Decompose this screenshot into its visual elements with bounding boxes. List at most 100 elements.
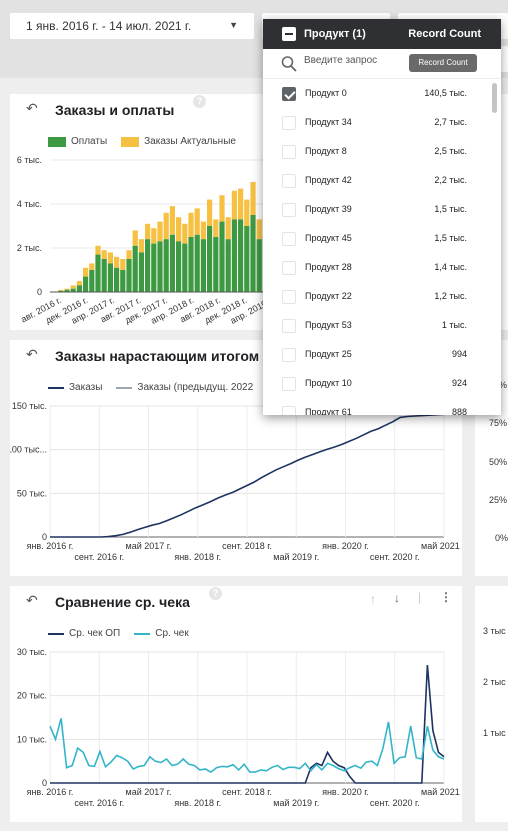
list-item[interactable]: Продукт 28 1,4 тыс.: [263, 253, 501, 282]
chart-legend: Оплаты Заказы Актуальные: [48, 136, 236, 147]
axis-tick: 0%: [495, 533, 508, 543]
x-tick-label: янв. 2018 г.: [174, 552, 221, 562]
date-range-text: 1 янв. 2016 г. - 14 июл. 2021 г.: [26, 19, 192, 33]
x-tick-label: янв. 2020 г.: [322, 541, 369, 551]
bar-payments: [250, 215, 256, 292]
list-item[interactable]: Продукт 61 888: [263, 398, 501, 415]
item-checkbox[interactable]: [282, 232, 296, 246]
dropdown-header: Продукт (1) Record Count: [263, 19, 501, 49]
bar-orders: [163, 212, 169, 240]
sort-descending-icon[interactable]: ↓: [394, 591, 400, 605]
help-icon[interactable]: ?: [209, 587, 222, 600]
divider: |: [418, 590, 422, 604]
series-line: [49, 718, 445, 774]
sort-ascending-icon[interactable]: ↑: [370, 592, 376, 606]
y-tick-label: 100 тыс...: [10, 445, 47, 455]
x-tick-label: сент. 2018 г.: [222, 541, 272, 551]
list-item[interactable]: Продукт 34 2,7 тыс.: [263, 108, 501, 137]
item-name: Продукт 0: [305, 88, 347, 98]
list-item[interactable]: Продукт 42 2,2 тыс.: [263, 166, 501, 195]
item-checkbox[interactable]: [282, 145, 296, 159]
bar-payments: [238, 219, 244, 292]
item-name: Продукт 22: [305, 291, 352, 301]
item-count: 2,2 тыс.: [434, 175, 467, 185]
item-checkbox[interactable]: [282, 203, 296, 217]
item-checkbox[interactable]: [282, 348, 296, 362]
axis-tick: 50%: [489, 457, 508, 467]
bar-payments: [120, 270, 126, 292]
select-all-checkbox[interactable]: [282, 27, 296, 41]
list-item[interactable]: Продукт 0 140,5 тыс.: [263, 79, 501, 108]
bar-payments: [107, 263, 113, 292]
bar-payments: [58, 290, 64, 292]
bar-orders: [219, 195, 225, 222]
list-item[interactable]: Продукт 8 2,5 тыс.: [263, 137, 501, 166]
orders-bar-chart: 02 тыс.4 тыс.6 тыс.авг. 2016 г.дек. 2016…: [17, 155, 462, 326]
bar-orders: [70, 285, 76, 289]
x-tick-label: май 2021 г.: [421, 541, 462, 551]
bar-payments: [157, 241, 163, 292]
item-checkbox[interactable]: [282, 406, 296, 415]
bar-orders: [64, 288, 70, 290]
bar-orders: [126, 250, 132, 259]
list-item[interactable]: Продукт 10 924: [263, 369, 501, 398]
reset-icon[interactable]: ↶: [26, 592, 38, 608]
chart-legend: Ср. чек ОП Ср. чек: [48, 628, 189, 639]
bar-orders: [58, 289, 64, 291]
axis-tick: 3 тыс: [483, 626, 506, 636]
bar-payments: [126, 259, 132, 292]
reset-icon[interactable]: ↶: [26, 346, 38, 362]
avg-check-line-chart: 010 тыс.20 тыс.30 тыс.янв. 2016 г.сент. …: [17, 647, 462, 808]
y-tick-label: 4 тыс.: [17, 199, 42, 209]
item-count: 2,5 тыс.: [434, 146, 467, 156]
bar-payments: [83, 276, 89, 292]
product-list: Продукт 0 140,5 тыс. Продукт 34 2,7 тыс. Про…: [263, 79, 501, 415]
scrollbar[interactable]: [492, 83, 497, 113]
item-checkbox[interactable]: [282, 174, 296, 188]
bar-orders: [101, 250, 107, 259]
bar-payments: [256, 239, 262, 292]
list-item[interactable]: Продукт 25 994: [263, 340, 501, 369]
sort-record-count-button[interactable]: Record Count: [409, 54, 477, 72]
x-tick-label: май 2017 г.: [126, 787, 172, 797]
search-input[interactable]: [304, 55, 404, 66]
item-checkbox[interactable]: [282, 87, 296, 101]
item-checkbox[interactable]: [282, 261, 296, 275]
y-tick-label: 50 тыс.: [17, 488, 47, 498]
bar-payments: [64, 289, 70, 292]
bar-orders: [250, 182, 256, 215]
bar-orders: [169, 206, 175, 235]
x-tick-label: янв. 2018 г.: [174, 798, 221, 808]
search-icon: [281, 56, 297, 72]
bar-payments: [70, 288, 76, 292]
legend-label-previous: Заказы (предыдущ. 2022: [137, 382, 254, 393]
item-checkbox[interactable]: [282, 377, 296, 391]
x-tick-label: сент. 2020 г.: [370, 798, 420, 808]
help-icon[interactable]: ?: [193, 95, 206, 108]
bar-payments: [231, 219, 237, 292]
list-item[interactable]: Продукт 53 1 тыс.: [263, 311, 501, 340]
bar-payments: [176, 241, 182, 292]
x-tick-label: сент. 2016 г.: [74, 798, 124, 808]
item-checkbox[interactable]: [282, 319, 296, 333]
bar-payments: [219, 221, 225, 292]
list-item[interactable]: Продукт 45 1,5 тыс.: [263, 224, 501, 253]
bar-orders: [194, 208, 200, 235]
date-range-picker[interactable]: 1 янв. 2016 г. - 14 июл. 2021 г. ▼: [10, 13, 254, 39]
y-tick-label: 30 тыс.: [17, 647, 47, 657]
list-item[interactable]: Продукт 22 1,2 тыс.: [263, 282, 501, 311]
dropdown-caret-icon: ▼: [229, 20, 238, 30]
bar-orders: [200, 221, 206, 240]
cumulative-line-chart: 050 тыс.100 тыс...150 тыс.янв. 2016 г.се…: [10, 401, 462, 562]
item-name: Продукт 25: [305, 349, 352, 359]
item-count: 1,4 тыс.: [434, 262, 467, 272]
bar-payments: [188, 237, 194, 292]
axis-tick: 1 тыс: [483, 728, 506, 738]
item-name: Продукт 28: [305, 262, 352, 272]
item-checkbox[interactable]: [282, 290, 296, 304]
more-options-icon[interactable]: ⋮: [440, 590, 452, 604]
item-count: 1,2 тыс.: [434, 291, 467, 301]
list-item[interactable]: Продукт 39 1,5 тыс.: [263, 195, 501, 224]
item-checkbox[interactable]: [282, 116, 296, 130]
reset-icon[interactable]: ↶: [26, 100, 38, 116]
